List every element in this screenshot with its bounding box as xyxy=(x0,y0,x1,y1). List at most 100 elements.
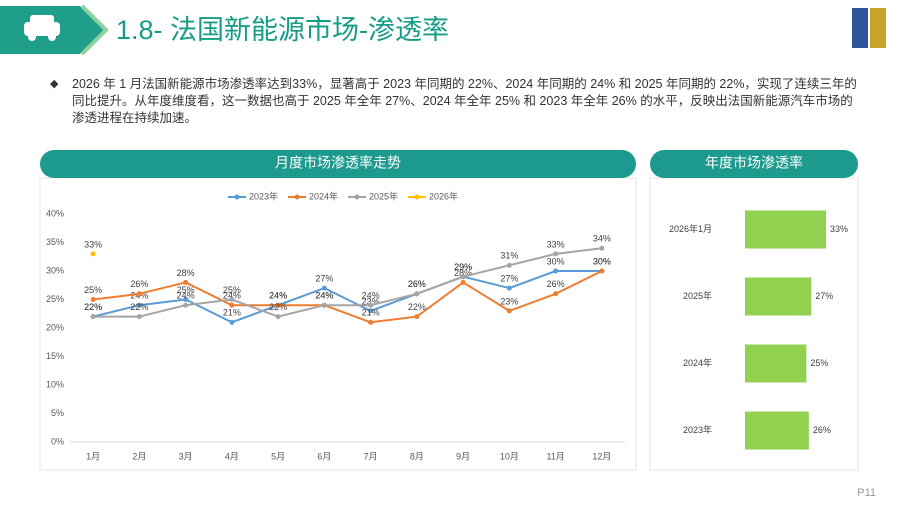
data-label: 29% xyxy=(454,262,472,272)
legend-marker xyxy=(294,194,300,200)
y-tick-label: 2026年1月 xyxy=(669,223,712,234)
x-tick-label: 8月 xyxy=(410,451,424,461)
legend-marker xyxy=(354,194,360,200)
data-point xyxy=(506,285,512,291)
data-point xyxy=(136,302,142,308)
legend-marker xyxy=(414,194,420,200)
car-icon xyxy=(24,15,60,41)
data-label: 25% xyxy=(223,285,241,295)
x-tick-label: 11月 xyxy=(546,451,564,461)
y-tick-label: 2025年 xyxy=(683,290,712,301)
data-label: 33% xyxy=(547,239,565,249)
summary: 2026 年 1 月法国新能源市场渗透率达到33%，显著高于 2023 年同期的… xyxy=(72,77,857,125)
data-label: 26% xyxy=(813,425,831,435)
series-line xyxy=(93,247,602,318)
data-label: 21% xyxy=(223,308,241,318)
data-label: 23% xyxy=(362,296,380,306)
data-label: 27% xyxy=(500,273,518,283)
data-label: 27% xyxy=(815,291,833,301)
data-point xyxy=(321,285,327,291)
data-point xyxy=(229,319,235,325)
page-title: 1.8- 法国新能源市场-渗透率 xyxy=(116,15,449,45)
data-point xyxy=(90,314,96,320)
x-tick-label: 3月 xyxy=(179,451,193,461)
y-tick-label: 2024年 xyxy=(683,357,712,368)
data-label: 26% xyxy=(408,279,426,289)
data-label: 30% xyxy=(593,256,611,266)
data-point xyxy=(183,297,189,302)
data-point xyxy=(183,279,189,285)
data-label: 28% xyxy=(177,268,195,278)
data-label: 22% xyxy=(84,302,102,312)
data-point xyxy=(414,314,420,320)
data-label: 26% xyxy=(547,279,565,289)
data-point xyxy=(229,297,235,302)
x-tick-label: 7月 xyxy=(364,451,378,461)
data-point xyxy=(553,268,559,274)
data-label: 33% xyxy=(84,239,102,249)
data-point xyxy=(368,319,374,325)
data-label: 21% xyxy=(362,308,380,318)
bullet: ◆ xyxy=(50,78,59,90)
data-label: 27% xyxy=(315,273,333,283)
data-point xyxy=(136,291,142,297)
data-label: 22% xyxy=(84,302,102,312)
line-panel xyxy=(39,177,637,471)
data-label: 25% xyxy=(84,285,102,295)
y-tick-label: 10% xyxy=(46,379,64,389)
page-number: P11 xyxy=(857,487,876,499)
x-tick-label: 1月 xyxy=(86,451,100,461)
y-tick-label: 35% xyxy=(46,237,64,247)
data-label: 24% xyxy=(269,291,287,301)
legend-label: 2025年 xyxy=(369,190,398,201)
data-point xyxy=(553,291,559,297)
data-point xyxy=(90,297,96,302)
x-tick-label: 10月 xyxy=(500,451,519,461)
series-line xyxy=(92,270,602,324)
bar xyxy=(745,277,812,316)
logo xyxy=(852,8,886,48)
x-tick-label: 6月 xyxy=(317,451,331,461)
section-header xyxy=(650,150,858,178)
data-label: 22% xyxy=(269,302,287,312)
data-label: 30% xyxy=(593,256,611,266)
data-label: 28% xyxy=(454,268,472,278)
data-label: 23% xyxy=(500,296,518,306)
data-label: 26% xyxy=(408,279,426,289)
data-point xyxy=(321,302,327,308)
data-point xyxy=(460,274,466,280)
data-point xyxy=(183,302,189,308)
section-header xyxy=(40,150,636,178)
y-tick-label: 40% xyxy=(46,208,64,218)
series-line xyxy=(93,270,603,324)
data-point xyxy=(90,251,96,257)
data-point xyxy=(460,279,466,285)
data-point xyxy=(275,302,281,308)
header-chevron xyxy=(80,4,109,56)
y-tick-label: 0% xyxy=(51,436,64,446)
x-tick-label: 12月 xyxy=(592,451,611,461)
x-tick-label: 9月 xyxy=(456,451,470,461)
legend-label: 2023年 xyxy=(249,190,278,201)
data-point xyxy=(553,251,559,257)
y-tick-label: 5% xyxy=(51,408,64,418)
data-label: 24% xyxy=(223,291,241,301)
x-tick-label: 2月 xyxy=(132,451,146,461)
y-tick-label: 20% xyxy=(46,322,64,332)
legend-label: 2024年 xyxy=(309,190,338,201)
data-label: 31% xyxy=(500,251,518,261)
y-tick-label: 25% xyxy=(46,294,64,304)
data-point xyxy=(275,314,281,320)
data-point xyxy=(368,302,374,308)
data-point xyxy=(506,262,512,268)
data-point xyxy=(229,302,235,308)
data-label: 24% xyxy=(177,291,195,301)
data-label: 29% xyxy=(454,262,472,272)
data-point xyxy=(414,291,420,297)
data-point xyxy=(368,308,374,314)
chart-title: 月度市场渗透率走势 xyxy=(275,155,401,171)
data-label: 25% xyxy=(810,358,828,368)
y-tick-label: 2023年 xyxy=(683,424,712,435)
data-point xyxy=(136,314,142,320)
data-label: 25% xyxy=(177,285,195,295)
